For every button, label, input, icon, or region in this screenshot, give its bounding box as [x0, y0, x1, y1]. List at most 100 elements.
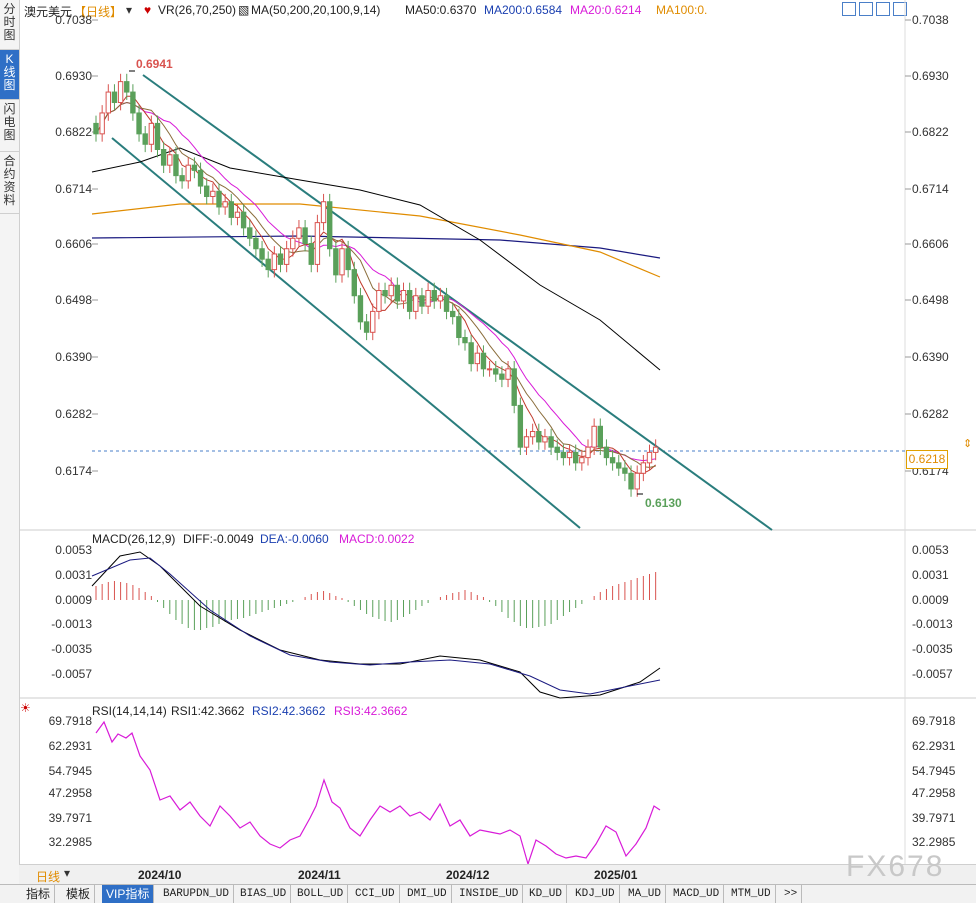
candle-body: [136, 112, 142, 135]
tab-time-sharing[interactable]: 分时图: [0, 0, 19, 50]
tab-kd[interactable]: KD_UD: [525, 885, 568, 903]
candle-body: [591, 425, 597, 448]
tab-template[interactable]: 模板: [62, 885, 96, 903]
candle-body: [523, 436, 530, 448]
price-tick: 0.6498: [55, 293, 92, 307]
price-tick: 0.6606: [912, 237, 949, 251]
ma100-value: MA100:0.: [656, 3, 708, 17]
ma50-value: MA50:0.6370: [405, 3, 477, 17]
price-tick: 0.6714: [55, 182, 92, 196]
tab-boll[interactable]: BOLL_UD: [293, 885, 349, 903]
price-tick: 0.7038: [912, 13, 949, 27]
rsi-tick: 69.7918: [912, 714, 956, 728]
candle-body: [197, 169, 204, 187]
ma-icon[interactable]: ▧: [238, 3, 250, 17]
chart-type-sidebar: 分时图 K线图 闪电图 合约资料: [0, 0, 20, 902]
candle-body: [222, 201, 228, 208]
macd-tick: -0.0013: [912, 617, 953, 631]
candle-body: [585, 446, 591, 459]
tab-ma[interactable]: MA_UD: [624, 885, 667, 903]
zoom-in-icon[interactable]: [859, 2, 873, 16]
candle-body: [573, 451, 579, 464]
price-tick: 0.6174: [55, 464, 92, 478]
ma200-line: [91, 235, 661, 259]
rsi2-value: RSI2:42.3662: [252, 704, 326, 718]
tab-more[interactable]: >>: [780, 885, 803, 903]
rsi-tick: 47.2958: [912, 786, 956, 800]
price-tick: 0.6390: [912, 350, 949, 364]
crosshair-icon[interactable]: [842, 2, 856, 16]
ma9-line: [95, 95, 656, 474]
candle-body: [320, 201, 327, 224]
tab-kline[interactable]: K线图: [0, 50, 19, 100]
macd-tick: 0.0031: [912, 568, 949, 582]
macd-tick: -0.0057: [51, 667, 92, 681]
candle-body: [456, 316, 462, 339]
zoom-out-icon[interactable]: [876, 2, 890, 16]
tab-barupdn[interactable]: BARUPDN_UD: [159, 885, 235, 903]
candle-body: [253, 237, 259, 250]
tab-inside[interactable]: INSIDE_UD: [455, 885, 524, 903]
candle-body: [228, 201, 235, 218]
ma14-line: [95, 101, 656, 468]
macd-tick: 0.0053: [912, 543, 949, 557]
candle-body: [437, 295, 444, 302]
candle-body: [216, 190, 222, 208]
rsi-tick: 54.7945: [912, 764, 956, 778]
candle-body: [204, 185, 210, 198]
macd-dea-value: DEA:-0.0060: [260, 532, 329, 546]
channel-lower-line: [111, 137, 581, 529]
rsi-label: RSI(14,14,14): [92, 704, 167, 718]
period-label[interactable]: 【日线】: [74, 5, 123, 19]
price-tick: 0.7038: [55, 13, 92, 27]
candle-body: [529, 431, 536, 438]
candle-body: [419, 295, 425, 307]
tab-dmi[interactable]: DMI_UD: [403, 885, 452, 903]
rsi-tick: 69.7918: [48, 714, 92, 728]
date-label: 2024/10: [138, 868, 182, 882]
price-tick: 0.6498: [912, 293, 949, 307]
macd-tick: 0.0053: [55, 543, 92, 557]
candle-body: [191, 164, 198, 171]
price-tick: 0.6390: [55, 350, 92, 364]
candle-body: [425, 290, 431, 307]
rsi1-value: RSI1:42.3662: [171, 704, 245, 718]
tab-mtm[interactable]: MTM_UD: [727, 885, 776, 903]
candle-body: [376, 290, 382, 312]
macd-tick: -0.0035: [912, 642, 953, 656]
tab-lightning[interactable]: 闪电图: [0, 100, 19, 152]
rsi-tick: 47.2958: [48, 786, 92, 800]
candle-body: [622, 467, 628, 474]
indicator-tab-bar: 指标 模板 VIP指标 BARUPDN_UD BIAS_UD BOLL_UD C…: [0, 884, 976, 903]
dropdown-icon[interactable]: ▾: [126, 3, 133, 17]
tab-vip-indicator[interactable]: VIP指标: [102, 885, 155, 903]
tab-contract-info[interactable]: 合约资料: [0, 152, 19, 214]
heart-icon[interactable]: ♥: [144, 3, 152, 17]
tab-cci[interactable]: CCI_UD: [351, 885, 400, 903]
candle-body: [265, 258, 271, 271]
rsi-line: [95, 720, 661, 864]
tab-kdj[interactable]: KDJ_UD: [571, 885, 620, 903]
candle-body: [394, 284, 401, 302]
candle-body: [339, 248, 345, 276]
candle-body: [652, 446, 659, 453]
candle-body: [130, 91, 136, 114]
candle-body: [548, 436, 554, 448]
tab-indicator[interactable]: 指标: [22, 885, 56, 903]
symbol-title: 澳元美元: [24, 5, 73, 19]
candle-body: [247, 227, 253, 239]
ma-params: MA(50,200,20,100,9,14): [251, 3, 381, 17]
chart-canvas[interactable]: 0.6941 0.6130 ☀: [0, 0, 976, 864]
date-label: 2025/01: [594, 868, 638, 882]
tab-bias[interactable]: BIAS_UD: [236, 885, 292, 903]
period-selector[interactable]: 日线: [36, 870, 61, 884]
tab-macd[interactable]: MACD_UD: [669, 885, 725, 903]
macd-tick: -0.0057: [912, 667, 953, 681]
candle-body: [413, 295, 419, 312]
candle-body: [597, 425, 603, 448]
fullscreen-icon[interactable]: [893, 2, 907, 16]
candle-body: [536, 431, 542, 443]
candle-body: [517, 404, 524, 448]
period-dropdown-icon[interactable]: ▾: [64, 866, 71, 880]
candle-body: [333, 248, 339, 276]
